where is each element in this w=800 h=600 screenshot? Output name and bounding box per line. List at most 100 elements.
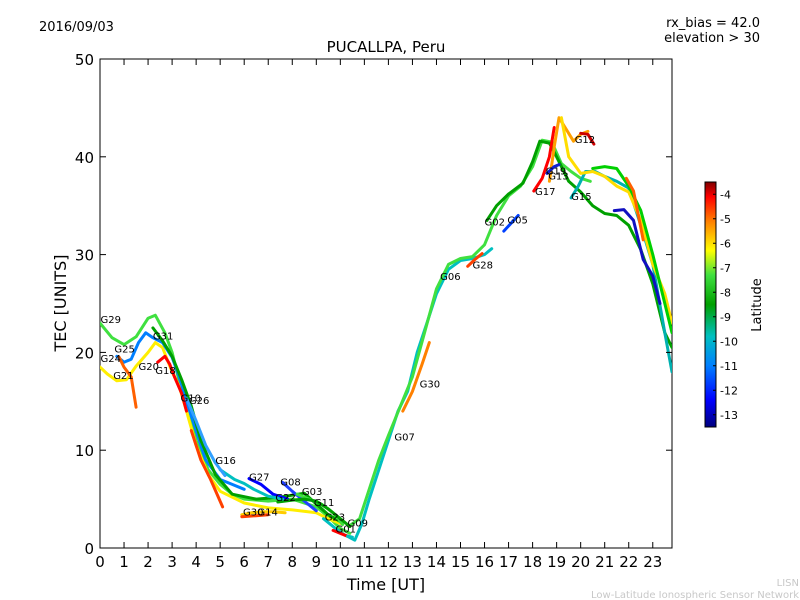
tec-arc-arc-32 <box>240 513 270 519</box>
x-tick-label: 6 <box>239 553 249 571</box>
x-tick-label: 14 <box>427 553 446 571</box>
x-tick-label: 3 <box>167 553 177 571</box>
x-tick-label: 4 <box>191 553 201 571</box>
satellite-label: G25 <box>114 344 134 355</box>
colorbar-ticks: -4 -5 -6 -7 -8 -9 -10 -11 -12 -13 <box>713 188 738 422</box>
x-tick-label: 23 <box>643 553 662 571</box>
x-tick-label: 7 <box>263 553 273 571</box>
satellite-label: G12 <box>575 135 595 146</box>
satellite-label: G17 <box>535 187 555 198</box>
satellite-label: G29 <box>101 315 121 326</box>
satellite-label: G16 <box>215 456 235 467</box>
tec-arc-arc-04 <box>240 510 287 517</box>
date-label: 2016/09/03 <box>39 20 114 35</box>
satellite-label: G31 <box>153 332 173 343</box>
y-axis-ticks: 0 10 20 30 40 50 <box>75 51 672 558</box>
tec-arc-arc-21 <box>117 355 138 409</box>
satellite-label: G05 <box>507 215 527 226</box>
x-tick-label: 0 <box>95 553 105 571</box>
x-tick-label: 16 <box>475 553 494 571</box>
satellite-label: G06 <box>440 272 460 283</box>
satellite-label: G20 <box>139 362 159 373</box>
tec-arc-arc-26 <box>185 396 227 478</box>
satellite-label: G22 <box>275 493 295 504</box>
colorbar-tick-label: -11 <box>720 360 738 373</box>
tec-arc-arc-06 <box>612 208 662 305</box>
elevation-label: elevation > 30 <box>664 31 760 46</box>
satellite-label: G23 <box>325 513 345 524</box>
tec-arc-arc-18 <box>218 468 285 501</box>
x-tick-label: 11 <box>355 553 374 571</box>
satellite-label: G03 <box>302 487 322 498</box>
tec-arc-arc-22 <box>624 176 645 242</box>
satellite-label: G28 <box>473 260 493 271</box>
colorbar-tick-label: -12 <box>720 384 738 397</box>
x-axis-ticks: 0 1 2 3 4 5 6 7 8 9 10 11 12 13 14 15 16 17 18 19 20 21 22 23 <box>95 59 662 571</box>
x-tick-label: 17 <box>499 553 518 571</box>
satellite-label: G07 <box>394 432 414 443</box>
satellite-label: G24 <box>101 354 121 365</box>
chart-title: PUCALLPA, Peru <box>327 38 446 56</box>
tec-arc-arc-11 <box>276 497 352 528</box>
colorbar-tick-label: -10 <box>720 335 738 348</box>
satellite-label: G08 <box>280 477 300 488</box>
y-tick-label: 40 <box>75 149 94 167</box>
rx-bias-label: rx_bias = 42.0 <box>666 16 760 31</box>
colorbar-tick-label: -7 <box>720 262 731 275</box>
satellite-label: G02 <box>485 217 505 228</box>
satellite-label: G13 <box>548 171 568 182</box>
tec-arc-arc-01 <box>331 528 349 538</box>
colorbar <box>704 181 717 428</box>
tec-arc-arc-12 <box>579 131 596 146</box>
satellite-label: G09 <box>348 519 368 530</box>
y-tick-label: 20 <box>75 344 94 362</box>
x-tick-label: 22 <box>619 553 638 571</box>
satellite-label: G11 <box>314 498 334 509</box>
x-tick-label: 8 <box>287 553 297 571</box>
y-tick-label: 50 <box>75 51 94 69</box>
tec-arc-arc-30 <box>401 341 431 413</box>
tec-arc-arc-28 <box>466 252 484 268</box>
x-tick-label: 10 <box>331 553 350 571</box>
y-tick-label: 10 <box>75 442 94 460</box>
satellite-label: G30 <box>243 508 263 519</box>
watermark-short: LISN <box>777 578 799 589</box>
colorbar-tick-label: -8 <box>720 286 731 299</box>
tec-arc-arc-05 <box>502 214 520 233</box>
satellite-label: G30 <box>420 380 440 391</box>
x-tick-label: 21 <box>595 553 614 571</box>
plot-frame <box>99 58 673 549</box>
satellite-label: G10 <box>181 393 201 404</box>
satellite-label: G26 <box>189 396 209 407</box>
tec-arc-arc-20 <box>156 354 188 413</box>
tec-arc-arc-17 <box>532 126 556 193</box>
tec-arc-arc-13 <box>545 163 561 175</box>
y-tick-label: 0 <box>84 540 94 558</box>
x-tick-label: 18 <box>523 553 542 571</box>
x-tick-label: 1 <box>119 553 129 571</box>
satellite-label: G15 <box>571 192 591 203</box>
x-axis-label: Time [UT] <box>346 575 425 594</box>
satellite-label: G21 <box>113 371 133 382</box>
watermark-full: Low-Latitude Ionospheric Sensor Network <box>591 590 799 600</box>
x-tick-label: 9 <box>312 553 322 571</box>
x-tick-label: 2 <box>143 553 153 571</box>
series-layer <box>100 116 672 542</box>
satellite-label: G19 <box>546 166 566 177</box>
x-tick-label: 15 <box>451 553 470 571</box>
x-tick-label: 19 <box>547 553 566 571</box>
x-tick-label: 5 <box>215 553 225 571</box>
x-tick-label: 20 <box>571 553 590 571</box>
tec-arc-arc-16 <box>189 429 225 509</box>
colorbar-tick-label: -6 <box>720 237 731 250</box>
satellite-label: G01 <box>336 524 356 535</box>
tec-arc-arc-27 <box>247 477 289 501</box>
colorbar-label: Latitude <box>750 278 765 332</box>
colorbar-tick-label: -5 <box>720 213 731 226</box>
colorbar-tick-label: -9 <box>720 311 731 324</box>
colorbar-tick-label: -4 <box>720 188 731 201</box>
satellite-label: G14 <box>257 508 277 519</box>
satellite-label: G27 <box>249 473 269 484</box>
